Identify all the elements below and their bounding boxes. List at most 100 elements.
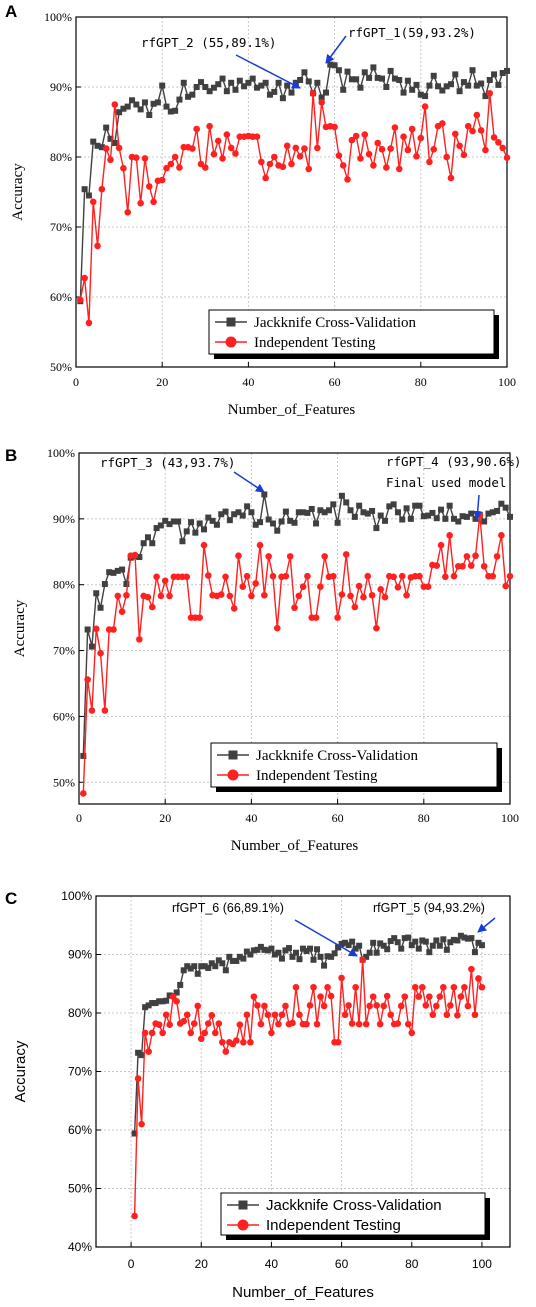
data-point [166,992,173,999]
data-point [144,534,151,541]
data-point [131,1130,138,1137]
data-point [400,133,407,140]
data-point [356,942,363,949]
data-point [254,946,261,953]
data-point [481,518,488,525]
data-point [422,938,429,945]
y-tick-label: 80% [53,578,75,592]
data-point [243,948,250,955]
y-tick-label: 80% [50,150,72,164]
data-point [471,949,478,956]
x-tick-label: 0 [73,375,79,389]
annotation-label: rfGPT_2 (55,89.1%) [141,35,276,50]
data-point [93,590,100,597]
annotation-label: rfGPT_6 (66,89.1%) [172,901,284,915]
data-point [159,82,166,89]
data-point [387,1011,395,1019]
series-line [82,514,511,794]
data-point [254,1002,261,1009]
data-point [380,942,387,949]
data-point [149,1000,156,1007]
data-point [475,939,482,946]
data-point [239,512,246,519]
data-point [131,1212,138,1220]
data-point [103,124,110,131]
data-point [250,947,257,954]
data-point [166,521,173,528]
data-point [138,1052,145,1059]
data-point [364,510,371,517]
data-point [291,604,298,612]
series-jackknife [80,491,513,759]
data-point [401,993,409,1000]
data-point [498,532,505,539]
data-point [289,953,296,960]
data-point [498,500,505,507]
data-point [317,953,324,960]
data-point [370,162,377,169]
data-point [292,983,300,991]
data-point [433,1002,440,1010]
x-tick-label: 60 [332,811,344,825]
data-point [232,150,239,157]
data-point [440,936,447,943]
data-point [335,152,343,159]
x-tick-label: 80 [405,1257,419,1271]
x-axis-title: Number_of_Features [228,402,356,418]
data-point [399,516,406,523]
data-point [180,967,187,974]
data-point [452,71,459,78]
series-line [79,93,508,323]
legend-label: Jackknife Cross-Validation [256,748,419,764]
data-point [206,122,213,130]
x-tick-label: 100 [498,375,516,389]
data-point [278,1011,286,1019]
data-point [240,1038,247,1046]
data-point [80,790,87,797]
data-point [439,120,446,127]
data-point [289,1019,296,1027]
data-point [338,492,345,499]
data-point [120,105,127,112]
data-point [391,935,398,942]
x-tick-label: 20 [159,811,171,825]
data-point [334,519,341,526]
data-point [380,1002,387,1010]
data-point [141,155,149,162]
data-point [429,509,436,516]
data-point [210,150,218,158]
data-point [442,515,449,522]
data-point [154,99,161,106]
data-point [370,939,377,946]
data-point [507,513,513,520]
series-line [133,959,483,1217]
data-point [342,551,350,558]
data-point [499,144,506,152]
data-point [409,86,416,93]
data-point [157,592,165,600]
data-point [305,165,313,173]
data-point [493,553,501,560]
data-point [134,1075,142,1082]
data-point [477,127,485,134]
data-point [205,514,212,521]
data-point [373,1002,380,1009]
data-point [166,1021,173,1028]
data-point [502,582,509,590]
data-point [482,93,489,100]
data-point [373,624,380,632]
data-point [167,108,174,115]
data-point [480,562,488,570]
data-point [425,512,432,519]
data-point [490,134,498,141]
data-point [205,572,212,579]
data-point [145,1048,152,1055]
data-point [223,131,231,138]
data-point [284,82,291,89]
data-point [142,1004,149,1011]
data-point [271,88,278,95]
data-point [141,1029,149,1037]
data-point [357,84,364,91]
data-point [357,155,364,162]
data-point [274,527,281,534]
